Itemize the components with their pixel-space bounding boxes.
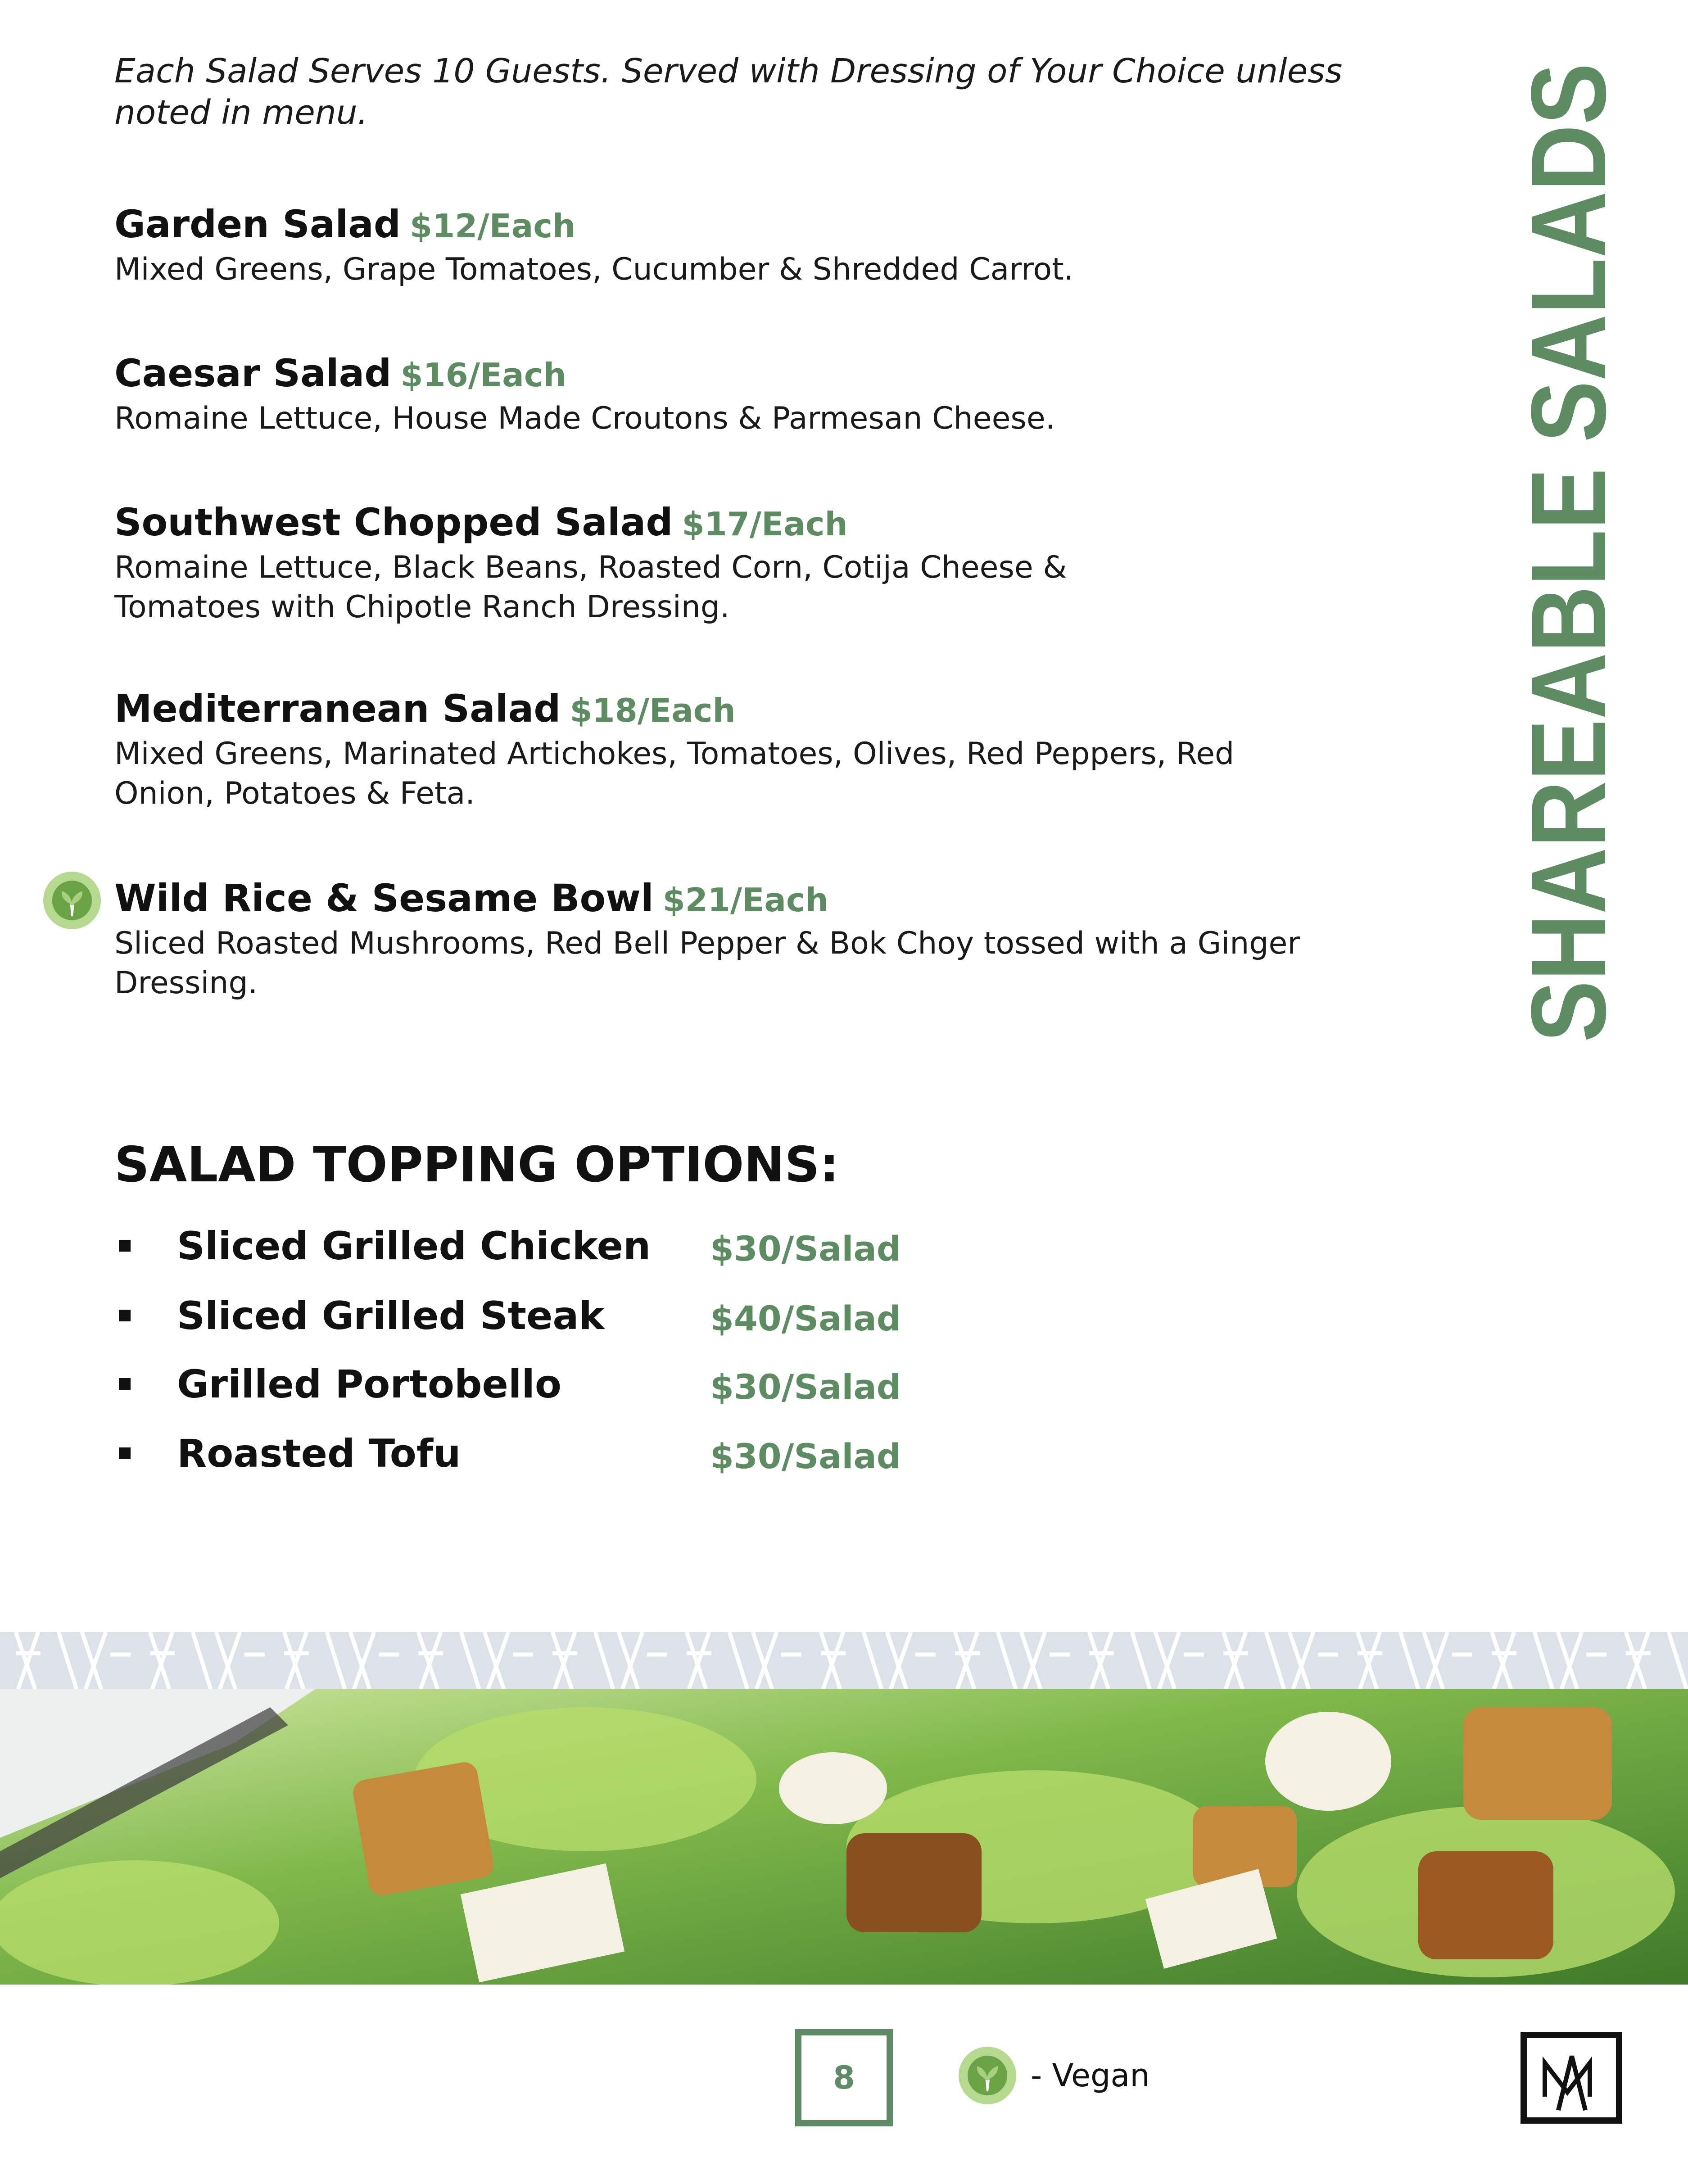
item-price: $16/Each (400, 356, 566, 394)
topping-row: Sliced Grilled Steak $40/Salad (114, 1289, 1015, 1343)
topping-price: $30/Salad (710, 1229, 901, 1269)
bullet-icon (119, 1240, 131, 1252)
vegan-icon (43, 872, 101, 929)
topping-name: Sliced Grilled Steak (177, 1293, 605, 1338)
vegan-legend-label: - Vegan (1031, 2057, 1150, 2094)
decorative-pattern-band (0, 1632, 1688, 1689)
item-description: Sliced Roasted Mushrooms, Red Bell Peppe… (114, 926, 1300, 1001)
item-name: Mediterranean Salad (114, 687, 561, 731)
item-name: Southwest Chopped Salad (114, 500, 673, 544)
item-description: Mixed Greens, Marinated Artichokes, Toma… (114, 736, 1235, 811)
section-title-text: SHAREABLE SALADS (1531, 63, 1612, 1042)
menu-item-wild-rice-sesame-bowl: Wild Rice & Sesame Bowl $21/Each Sliced R… (114, 873, 1312, 1003)
item-price: $12/Each (410, 207, 576, 245)
item-name: Garden Salad (114, 202, 401, 246)
topping-name: Roasted Tofu (177, 1431, 461, 1476)
menu-item-mediterranean-salad: Mediterranean Salad $18/Each Mixed Greens… (114, 684, 1294, 814)
topping-price: $40/Salad (710, 1298, 901, 1338)
bullet-icon (119, 1310, 131, 1321)
item-description: Romaine Lettuce, House Made Croutons & P… (114, 401, 1055, 436)
salad-photo (0, 1689, 1688, 1985)
vegan-legend-icon (959, 2047, 1016, 2104)
item-description: Mixed Greens, Grape Tomatoes, Cucumber &… (114, 252, 1074, 287)
monogram-logo-icon (1543, 2055, 1592, 2111)
item-price: $18/Each (570, 692, 736, 729)
section-title-vertical: SHAREABLE SALADS (1531, 63, 1612, 1042)
topping-price: $30/Salad (710, 1436, 901, 1476)
item-name: Caesar Salad (114, 351, 392, 395)
brand-logo (1521, 2032, 1622, 2124)
topping-row: Sliced Grilled Chicken $30/Salad (114, 1219, 1015, 1273)
menu-item-garden-salad: Garden Salad $12/Each Mixed Greens, Grape… (114, 199, 1330, 289)
item-description: Romaine Lettuce, Black Beans, Roasted Co… (114, 550, 1067, 625)
topping-name: Sliced Grilled Chicken (177, 1224, 651, 1269)
topping-price: $30/Salad (710, 1367, 901, 1407)
item-price: $17/Each (682, 505, 848, 543)
topping-name: Grilled Portobello (177, 1362, 561, 1407)
bullet-icon (119, 1447, 131, 1459)
intro-note: Each Salad Serves 10 Guests. Served with… (114, 52, 1343, 132)
topping-row: Roasted Tofu $30/Salad (114, 1427, 1015, 1481)
menu-item-caesar-salad: Caesar Salad $16/Each Romaine Lettuce, Ho… (114, 348, 1330, 439)
menu-item-southwest-chopped-salad: Southwest Chopped Salad $17/Each Romaine … (114, 497, 1217, 627)
item-name: Wild Rice & Sesame Bowl (114, 876, 654, 920)
toppings-heading: SALAD TOPPING OPTIONS: (114, 1137, 839, 1193)
topping-row: Grilled Portobello $30/Salad (114, 1357, 1015, 1411)
bullet-icon (119, 1378, 131, 1390)
page-number: 8 (795, 2029, 893, 2126)
item-price: $21/Each (662, 881, 828, 919)
